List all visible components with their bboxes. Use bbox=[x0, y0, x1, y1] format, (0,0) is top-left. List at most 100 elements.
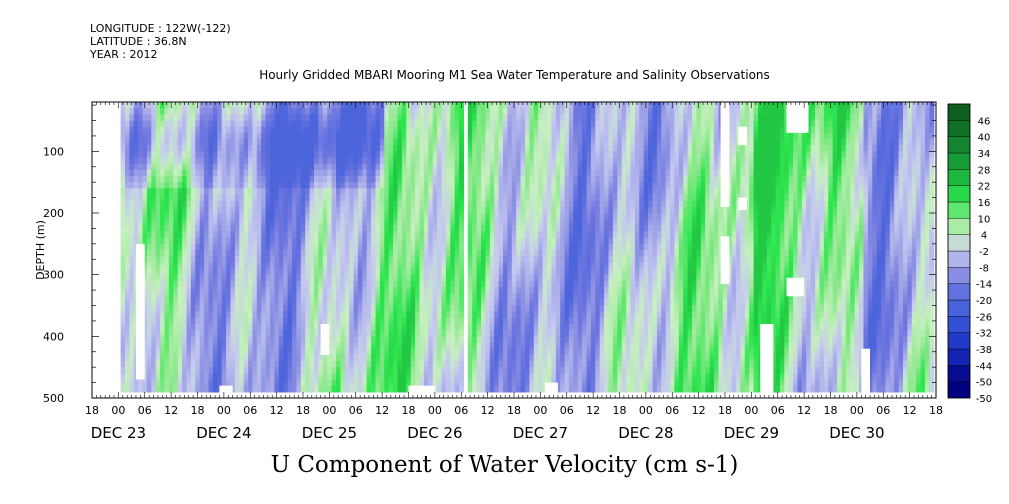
y-tick-label: 500 bbox=[43, 392, 64, 405]
x-date-label: DEC 30 bbox=[829, 424, 884, 442]
x-tick-label: 18 bbox=[824, 404, 838, 417]
x-date-label: DEC 28 bbox=[618, 424, 673, 442]
x-tick-label: 12 bbox=[903, 404, 917, 417]
plot-title: Hourly Gridded MBARI Mooring M1 Sea Wate… bbox=[259, 68, 770, 82]
colorbar-band bbox=[947, 185, 971, 203]
year-label: YEAR : 2012 bbox=[90, 48, 158, 61]
data-gap-mask bbox=[720, 102, 730, 207]
x-tick-label: 12 bbox=[692, 404, 706, 417]
x-tick-label: 00 bbox=[217, 404, 231, 417]
colorbar-tick-label: -26 bbox=[976, 312, 992, 323]
colorbar-band bbox=[947, 332, 971, 350]
x-tick-label: 00 bbox=[533, 404, 547, 417]
colorbar-tick-label: 40 bbox=[978, 133, 991, 144]
colorbar-tick-label: -38 bbox=[976, 345, 992, 356]
colorbar-band bbox=[947, 201, 971, 219]
colorbar-band bbox=[947, 283, 971, 301]
colorbar-band bbox=[947, 267, 971, 284]
colorbar-tick-label: -44 bbox=[976, 361, 992, 372]
x-tick-label: 06 bbox=[349, 404, 363, 417]
x-date-label: DEC 27 bbox=[513, 424, 568, 442]
x-date-label: DEC 23 bbox=[91, 424, 146, 442]
x-tick-label: 12 bbox=[797, 404, 811, 417]
x-tick-label: 06 bbox=[138, 404, 152, 417]
x-tick-label: 06 bbox=[771, 404, 785, 417]
colorbar-tick-label: 22 bbox=[978, 182, 991, 193]
longitude-label: LONGITUDE : 122W(-122) bbox=[90, 22, 231, 35]
x-tick-label: 12 bbox=[164, 404, 178, 417]
x-tick-label: 18 bbox=[402, 404, 416, 417]
y-tick-label: 400 bbox=[43, 330, 64, 343]
data-gap-mask bbox=[320, 324, 330, 355]
colorbar-tick-label: 34 bbox=[978, 149, 991, 160]
colorbar-band bbox=[947, 348, 971, 366]
colorbar-band bbox=[947, 250, 971, 268]
y-tick-label: 100 bbox=[43, 145, 64, 158]
x-tick-label: 00 bbox=[744, 404, 758, 417]
colorbar-band bbox=[947, 120, 971, 137]
y-axis-label: DEPTH (m) bbox=[34, 220, 47, 280]
data-gap-mask bbox=[720, 236, 730, 284]
latitude-label: LATITUDE : 36.8N bbox=[90, 35, 187, 48]
x-tick-label: 12 bbox=[586, 404, 600, 417]
x-tick-label: 00 bbox=[639, 404, 653, 417]
x-date-label: DEC 26 bbox=[407, 424, 462, 442]
colorbar-tick-label: -8 bbox=[979, 263, 989, 274]
colorbar-band bbox=[947, 103, 971, 121]
data-gap-mask bbox=[786, 277, 805, 297]
colorbar-tick-label: -14 bbox=[976, 280, 992, 291]
x-tick-label: 18 bbox=[85, 404, 99, 417]
x-tick-label: 06 bbox=[665, 404, 679, 417]
x-tick-label: 18 bbox=[507, 404, 521, 417]
colorbar-band bbox=[947, 381, 971, 399]
x-tick-label: 00 bbox=[428, 404, 442, 417]
colorbar-tick-label: 4 bbox=[981, 231, 987, 242]
colorbar-band bbox=[947, 152, 971, 170]
colorbar-tick-label: 46 bbox=[978, 116, 991, 127]
colorbar-tick-label: -32 bbox=[976, 329, 992, 340]
x-tick-label: 12 bbox=[481, 404, 495, 417]
x-tick-label: 06 bbox=[560, 404, 574, 417]
x-tick-label: 06 bbox=[876, 404, 890, 417]
x-tick-label: 00 bbox=[111, 404, 125, 417]
colorbar-band bbox=[947, 299, 971, 317]
data-gap-mask bbox=[738, 197, 747, 210]
colorbar-tick-label: -50 bbox=[976, 394, 992, 405]
x-tick-label: 12 bbox=[375, 404, 389, 417]
x-date-label: DEC 24 bbox=[196, 424, 251, 442]
data-gap-mask bbox=[861, 348, 871, 398]
colorbar-tick-label: -20 bbox=[976, 296, 992, 307]
data-gap-mask bbox=[760, 324, 774, 398]
x-date-label: DEC 29 bbox=[724, 424, 779, 442]
colorbar-tick-label: -50 bbox=[976, 378, 992, 389]
data-gap-mask bbox=[135, 243, 145, 380]
colorbar-band bbox=[947, 218, 971, 235]
colorbar-band bbox=[947, 316, 971, 333]
x-tick-label: 00 bbox=[322, 404, 336, 417]
data-gap-mask bbox=[408, 385, 435, 398]
data-gap-mask bbox=[219, 385, 233, 398]
data-gap-mask bbox=[738, 126, 747, 146]
colorbar-tick-label: 16 bbox=[978, 198, 991, 209]
data-gap-mask bbox=[786, 102, 809, 133]
x-date-label: DEC 25 bbox=[302, 424, 357, 442]
chart-caption: U Component of Water Velocity (cm s-1) bbox=[270, 452, 739, 478]
x-tick-label: 12 bbox=[270, 404, 284, 417]
colorbar-band bbox=[947, 136, 971, 154]
colorbar-frame bbox=[947, 103, 971, 399]
colorbar-tick-label: 10 bbox=[978, 214, 991, 225]
x-tick-label: 18 bbox=[929, 404, 943, 417]
heatmap-cells bbox=[120, 102, 935, 393]
metadata-block: LONGITUDE : 122W(-122) LATITUDE : 36.8N … bbox=[90, 22, 231, 61]
colorbar-tick-label: -2 bbox=[979, 247, 989, 258]
x-tick-label: 18 bbox=[613, 404, 627, 417]
colorbar-band bbox=[947, 234, 971, 252]
x-tick-label: 18 bbox=[191, 404, 205, 417]
data-gap-mask bbox=[544, 382, 558, 398]
x-tick-label: 06 bbox=[454, 404, 468, 417]
colorbar-band bbox=[947, 169, 971, 186]
colorbar-tick-label: 28 bbox=[978, 165, 991, 176]
colorbar-band bbox=[947, 365, 971, 382]
y-tick-label: 200 bbox=[43, 207, 64, 220]
